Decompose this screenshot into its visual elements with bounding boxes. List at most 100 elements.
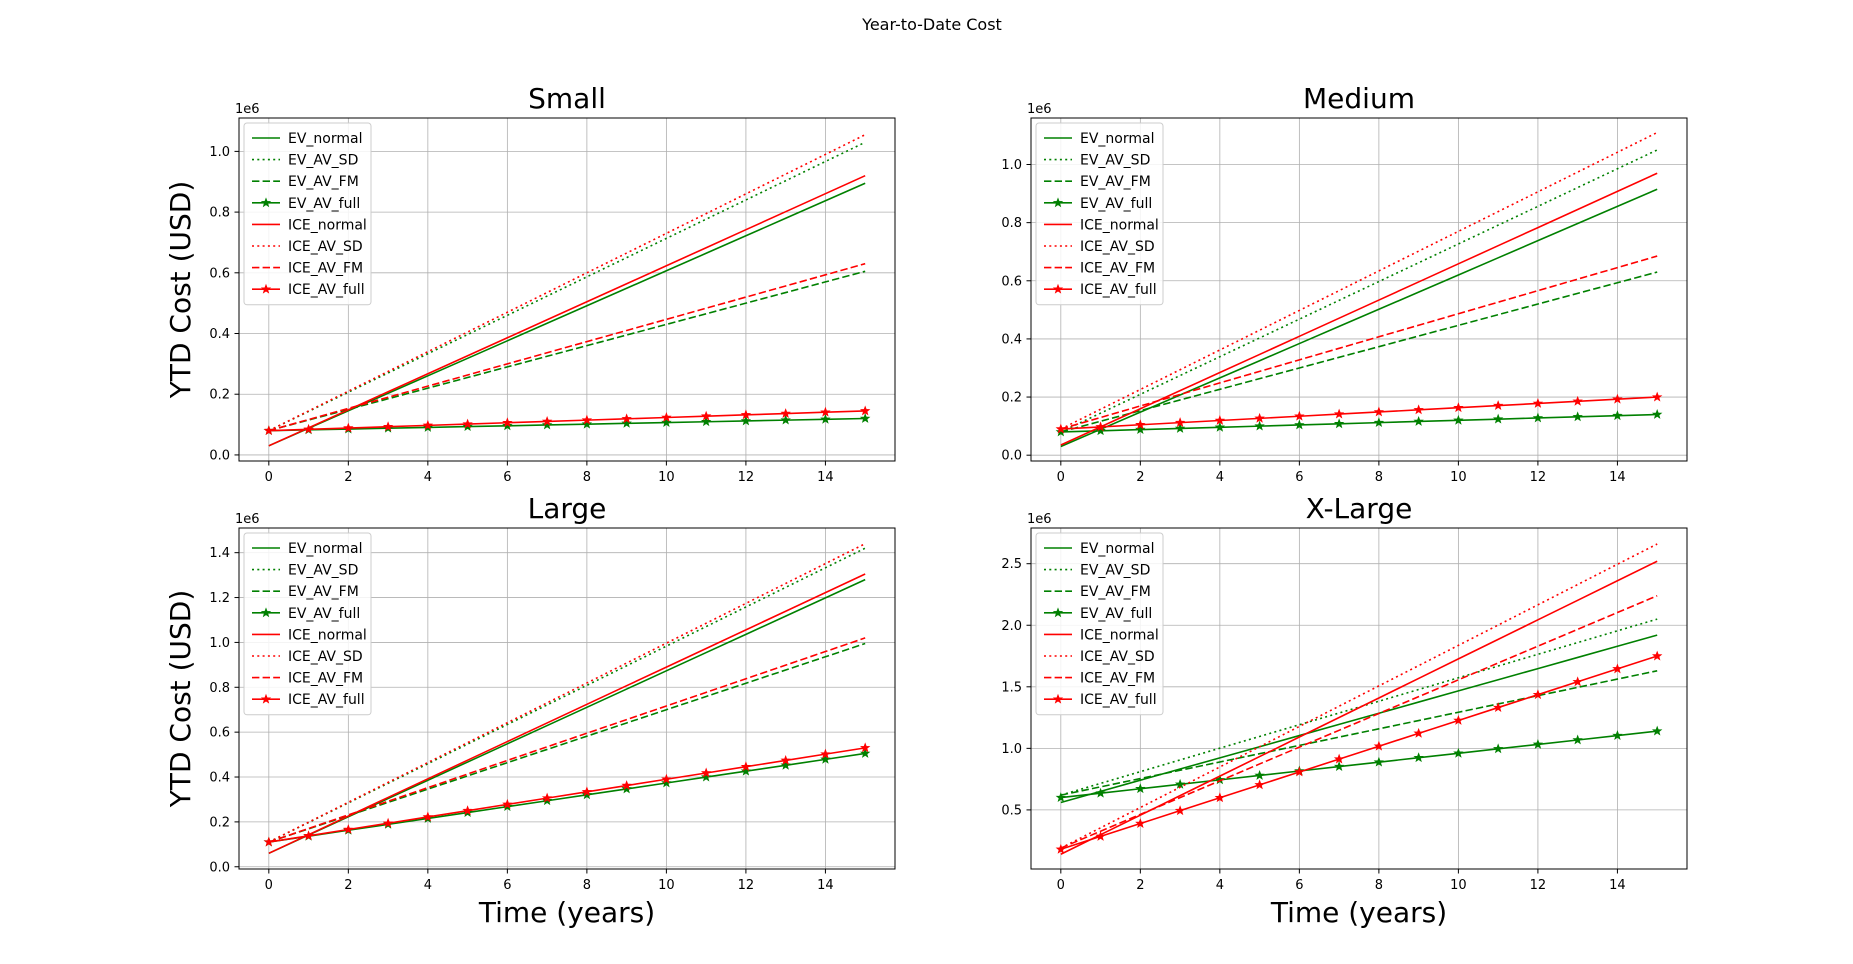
data-point (1294, 419, 1305, 430)
panel-title: Large (528, 492, 607, 525)
x-tick-label: 0 (1057, 470, 1065, 485)
data-point (581, 789, 593, 800)
data-point (343, 422, 354, 433)
data-point (859, 748, 871, 758)
data-point (1174, 422, 1186, 433)
x-tick-label: 8 (583, 878, 591, 893)
series-line-ev-av-full (268, 417, 866, 432)
y-tick-label: 2.0 (1001, 619, 1022, 634)
data-point (661, 777, 672, 788)
x-tick-label: 8 (583, 470, 591, 485)
data-point (1174, 805, 1186, 816)
legend-label: ICE_normal (288, 627, 367, 643)
series-line-ice-av-full (1060, 655, 1658, 851)
data-point (1651, 409, 1663, 419)
series-line-ev-av-fm (1060, 271, 1658, 433)
legend-label: ICE_AV_full (1080, 692, 1157, 708)
legend-entry: ICE_AV_FM (252, 261, 363, 277)
legend-marker (260, 197, 272, 208)
legend-entry: ICE_normal (1044, 217, 1159, 233)
data-point (780, 759, 791, 770)
legend-box (1035, 532, 1164, 716)
data-point (502, 798, 513, 809)
data-point (621, 413, 632, 424)
data-point (1492, 743, 1504, 754)
data-point (541, 419, 553, 430)
data-point (541, 792, 553, 803)
data-point (1254, 779, 1265, 790)
series-line-ev-normal (268, 578, 866, 855)
data-point (820, 748, 831, 759)
legend-entry: ICE_normal (1044, 627, 1159, 643)
data-point (1532, 738, 1544, 749)
x-axis-label: Time (years) (1270, 896, 1447, 929)
y-tick-label: 0.2 (209, 815, 230, 830)
data-point (700, 410, 712, 421)
data-point (1532, 397, 1544, 408)
legend-label: EV_AV_FM (1080, 174, 1151, 190)
x-tick-label: 14 (817, 470, 834, 485)
data-point (1333, 753, 1345, 764)
legend-label: ICE_normal (1080, 217, 1159, 233)
legend-entry: EV_normal (1044, 131, 1154, 147)
data-point (1413, 727, 1424, 738)
y-tick-label: 0.0 (209, 860, 230, 875)
legend-entry: EV_AV_full (1044, 196, 1152, 212)
data-point (1651, 725, 1663, 736)
series-line-ev-av-fm (1060, 670, 1658, 796)
panel-title: Medium (1303, 82, 1415, 115)
chart-panels: 0 2 4 6 8 10 12 14 0.0 0.2 0.4 0.6 0.8 1.0 1e6 Small YTD… (164, 82, 1688, 929)
legend-label: ICE_AV_FM (288, 671, 363, 687)
series-line-ice-av-fm (1060, 255, 1658, 430)
data-point (1373, 417, 1385, 428)
legend-entry: EV_normal (252, 131, 362, 147)
series-line-ice-normal (268, 174, 866, 447)
legend-entry: ICE_AV_full (1044, 692, 1157, 708)
data-point (859, 413, 871, 423)
plot-area (263, 133, 871, 447)
legend: EV_normal EV_AV_SD EV_AV_FM EV_AV_full ICE_n… (1035, 532, 1164, 716)
legend-entry: ICE_AV_full (252, 692, 365, 708)
legend-entry: EV_AV_SD (1044, 563, 1150, 579)
y-tick-label: 0.6 (209, 726, 230, 741)
legend-label: ICE_AV_FM (1080, 261, 1155, 277)
x-tick-label: 6 (503, 470, 511, 485)
legend-label: EV_AV_SD (288, 563, 358, 579)
legend: EV_normal EV_AV_SD EV_AV_FM EV_AV_full ICE_n… (243, 532, 372, 716)
x-tick-label: 0 (265, 878, 273, 893)
data-point (1254, 420, 1265, 431)
data-point (1095, 830, 1106, 841)
data-point (1572, 395, 1583, 406)
x-tick-label: 14 (817, 878, 834, 893)
x-tick-label: 12 (738, 470, 755, 485)
data-point (1095, 425, 1106, 436)
x-tick-label: 14 (1609, 878, 1626, 893)
legend-label: ICE_AV_SD (288, 649, 363, 665)
legend-entry: ICE_AV_FM (1044, 671, 1155, 687)
x-tick-label: 0 (265, 470, 273, 485)
legend-label: EV_normal (1080, 131, 1154, 147)
legend-label: EV_AV_FM (288, 584, 359, 600)
legend-entry: ICE_AV_FM (1044, 261, 1155, 277)
data-point (1174, 778, 1186, 789)
series-line-ice-av-full (1060, 396, 1658, 430)
data-point (740, 409, 752, 420)
panel-title: Small (528, 82, 606, 115)
x-tick-label: 6 (503, 878, 511, 893)
legend-marker (260, 693, 272, 704)
data-point (1294, 766, 1305, 777)
data-point (1572, 676, 1583, 687)
data-point (1453, 414, 1464, 425)
panel-title: X-Large (1306, 492, 1413, 525)
legend-label: EV_AV_FM (288, 174, 359, 190)
data-point (1612, 410, 1623, 421)
data-point (1214, 792, 1226, 803)
data-point (1095, 421, 1106, 432)
data-point (1651, 650, 1663, 661)
data-point (859, 742, 871, 753)
y-tick-label: 0.8 (209, 681, 230, 696)
legend-label: EV_AV_full (1080, 196, 1152, 212)
x-tick-label: 2 (1136, 470, 1144, 485)
legend-entry: ICE_AV_SD (1044, 239, 1155, 255)
